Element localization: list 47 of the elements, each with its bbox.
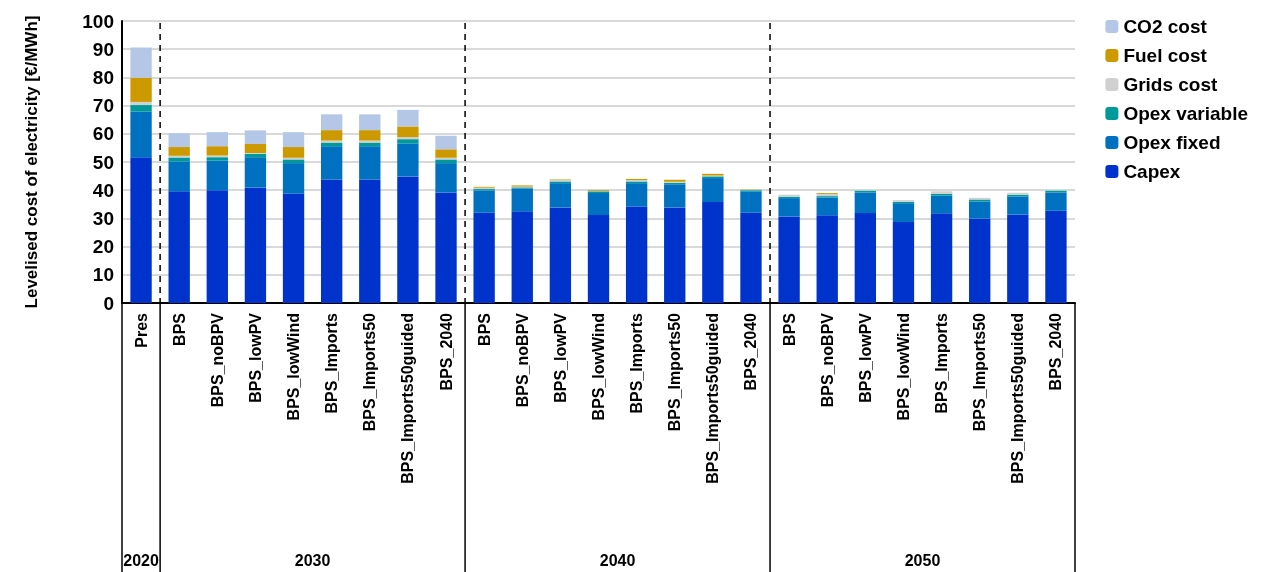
y-tick-label: 10 xyxy=(92,264,114,286)
text: 2040 xyxy=(599,551,636,569)
y-tick-label: 40 xyxy=(92,179,114,201)
x-tick-label: BPS_2040 xyxy=(437,312,455,391)
y-tick-label: 100 xyxy=(82,10,114,32)
x-tick-label: BPS_Imports xyxy=(628,312,646,414)
x-tick-label: BPS_lowWind xyxy=(894,313,912,421)
legend-label: CO2 cost xyxy=(1123,16,1208,37)
x-tick-label: BPS_Imports50 xyxy=(361,312,379,432)
x-tick-label: BPS_Imports50 xyxy=(971,312,989,432)
x-tick-label: BPS_noBPV xyxy=(818,312,836,408)
legend-label: Fuel cost xyxy=(1123,45,1208,66)
y-tick-label: 60 xyxy=(92,123,114,145)
x-tick-label: BPS xyxy=(780,312,798,346)
x-tick-label: BPS_lowWind xyxy=(285,313,303,421)
x-tick-label: Pres xyxy=(132,312,150,348)
y-tick-label: 50 xyxy=(92,151,114,173)
x-tick-label: BPS_noBPV xyxy=(208,312,226,408)
x-tick-label: BPS xyxy=(170,312,188,346)
text: 2050 xyxy=(904,551,941,569)
y-tick-label: 0 xyxy=(103,292,114,314)
x-tick-label: BPS_Imports xyxy=(323,312,341,414)
text: 2020 xyxy=(123,551,159,569)
text: 2030 xyxy=(294,551,331,569)
y-tick-label: 70 xyxy=(92,95,114,117)
legend-label: Opex variable xyxy=(1123,103,1248,124)
y-tick-label: 80 xyxy=(92,66,114,88)
x-tick-label: BPS_Imports50 xyxy=(666,312,684,432)
x-tick-label: BPS_2040 xyxy=(1047,312,1065,391)
legend-label: Capex xyxy=(1123,161,1181,182)
x-tick-label: BPS_lowPV xyxy=(551,312,569,403)
y-tick-label: 30 xyxy=(92,207,114,229)
legend-label: Grids cost xyxy=(1123,74,1219,95)
legend-label: Opex fixed xyxy=(1123,132,1221,153)
x-tick-label: BPS_2040 xyxy=(742,312,760,391)
x-tick-label: BPS_lowPV xyxy=(246,312,264,403)
x-tick-label: BPS_lowWind xyxy=(590,313,607,421)
y-tick-label: 90 xyxy=(92,38,114,60)
x-tick-label: BPS_Imports50guided xyxy=(704,313,722,484)
x-tick-label: BPS_Imports50guided xyxy=(1009,313,1027,484)
y-tick-label: 20 xyxy=(92,236,114,258)
x-tick-label: BPS xyxy=(475,312,493,346)
x-tick-label: BPS_Imports xyxy=(933,312,951,414)
x-tick-label: BPS_lowPV xyxy=(856,312,874,403)
y-axis-title: Levelised cost of electricity [€/MWh] xyxy=(22,15,41,309)
x-tick-label: BPS_Imports50guided xyxy=(399,313,417,484)
x-tick-label: BPS_noBPV xyxy=(513,312,531,408)
